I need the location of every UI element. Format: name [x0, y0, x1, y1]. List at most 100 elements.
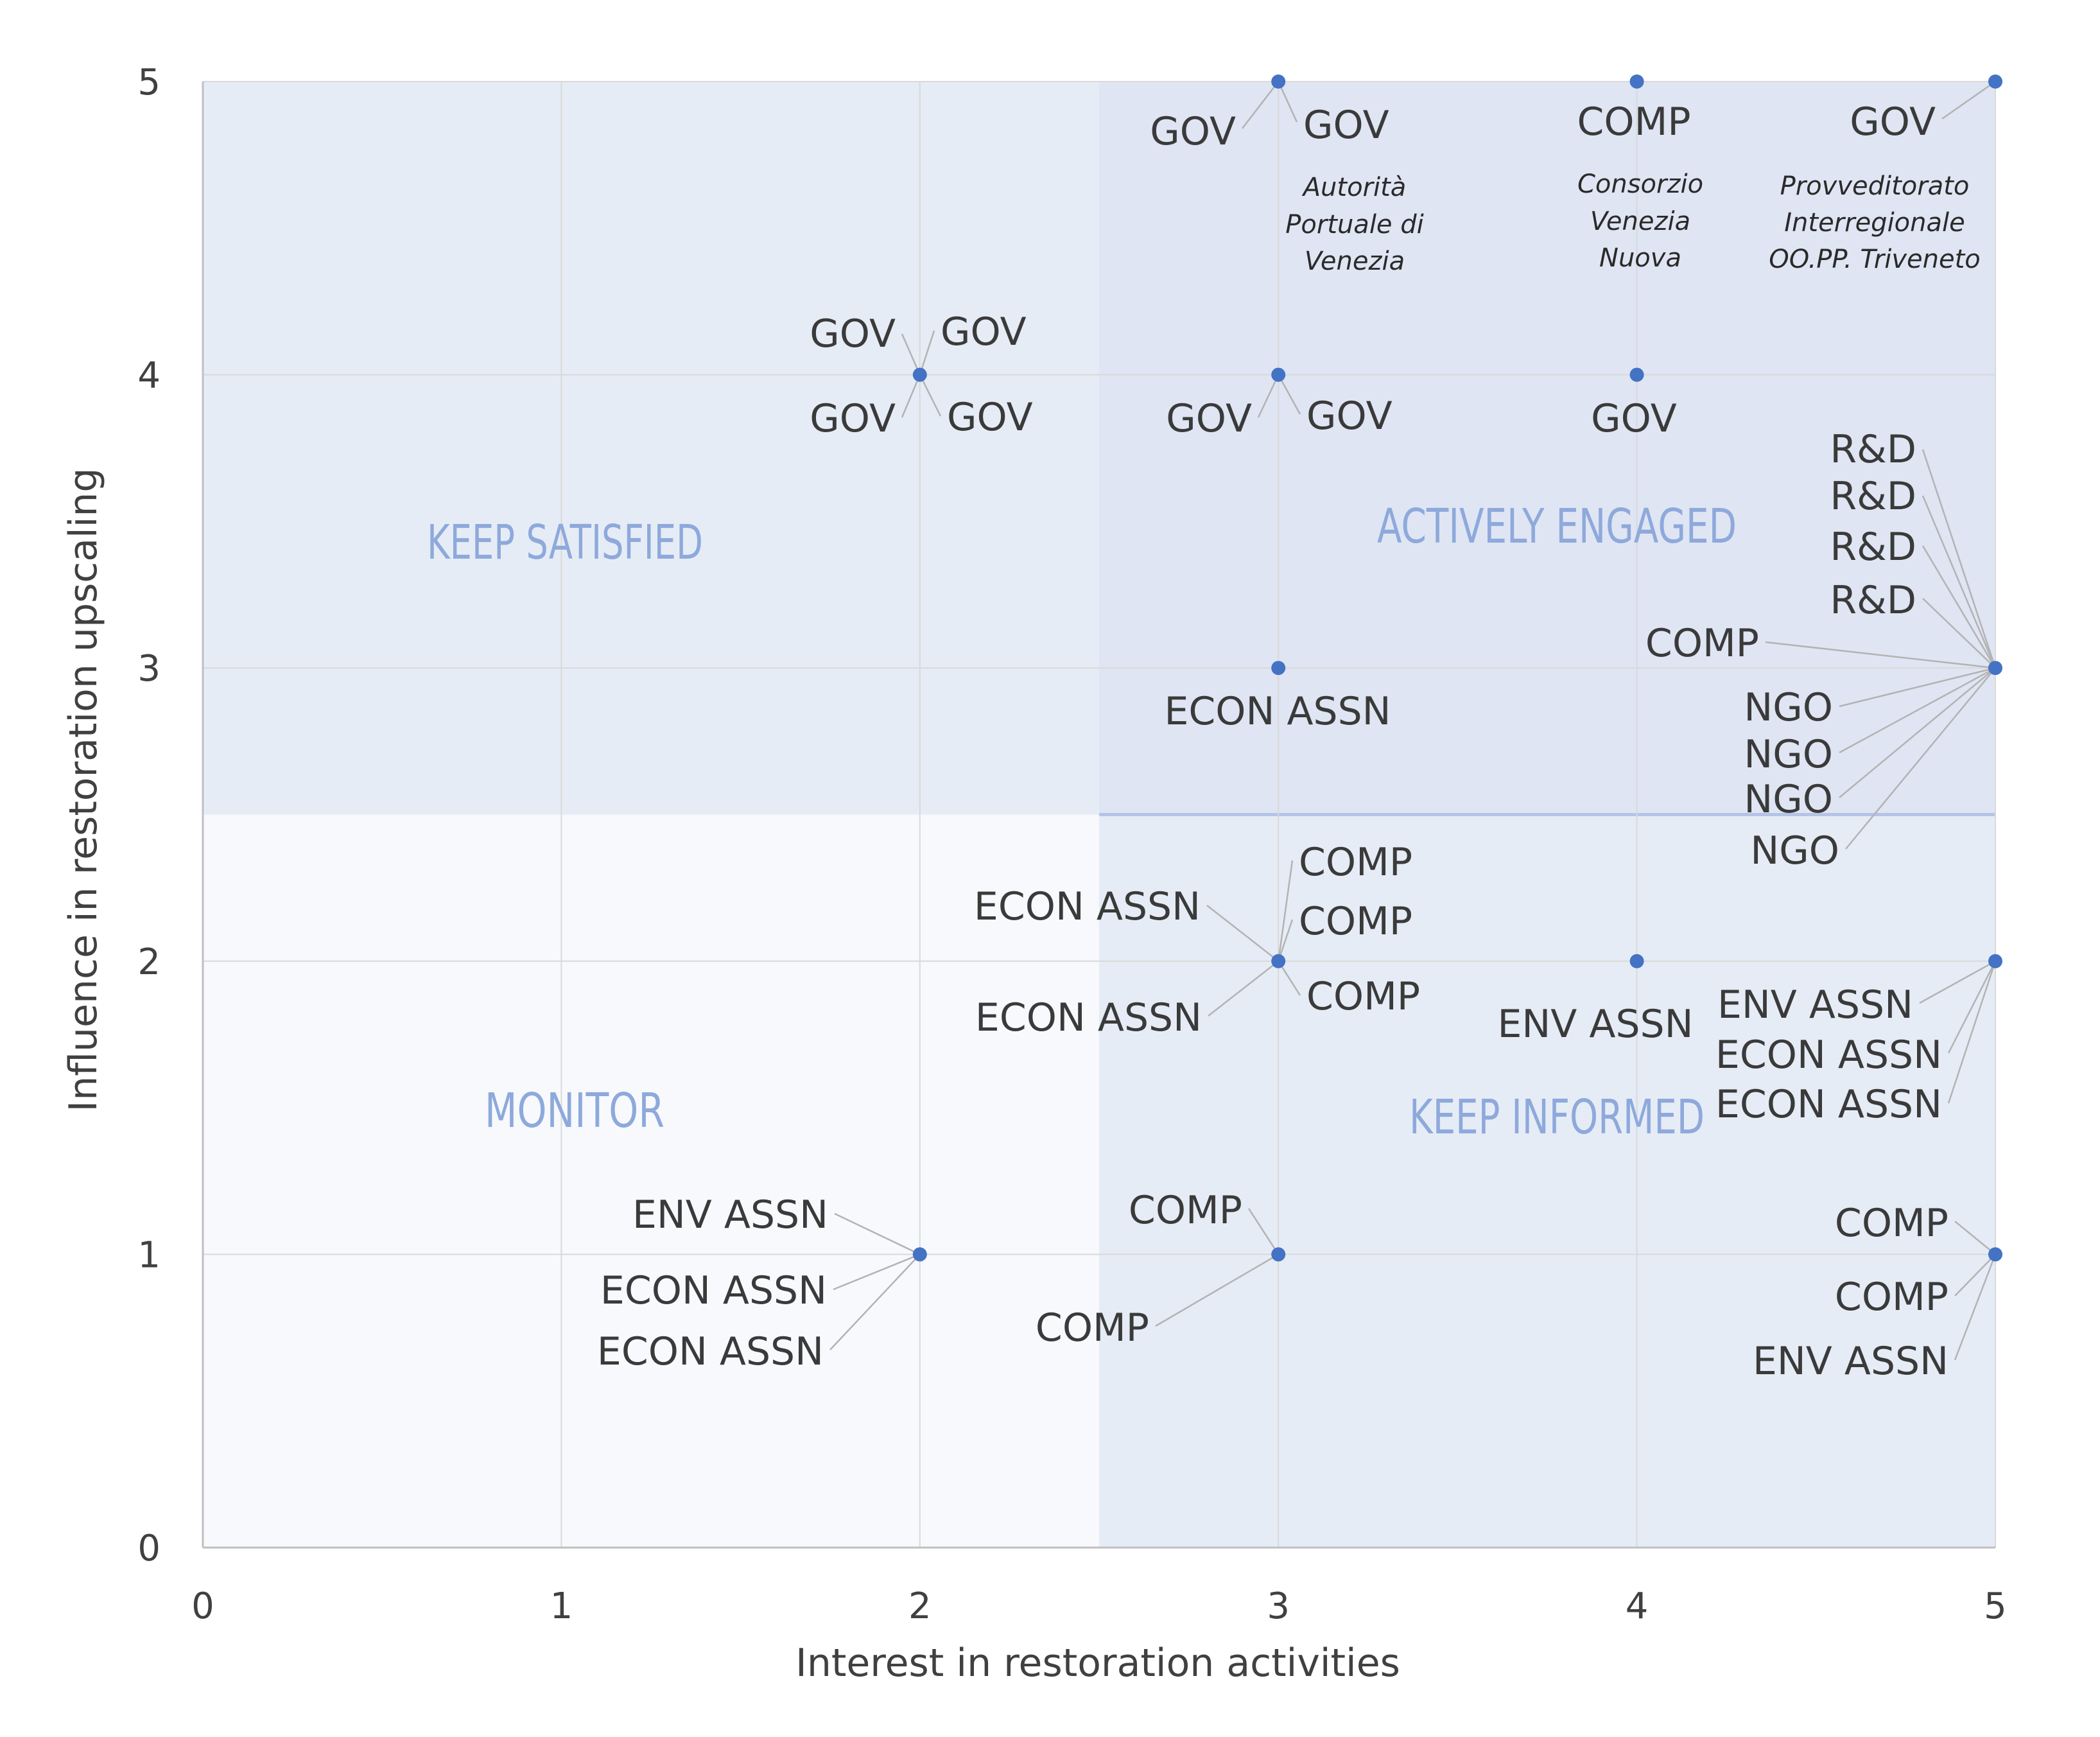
- point-label: NGO: [1750, 828, 1839, 873]
- label-leader-line: [1922, 598, 1996, 669]
- grid-layer: [203, 81, 1996, 1548]
- label-leader-line: [1206, 905, 1279, 962]
- point-label: GOV: [810, 311, 896, 356]
- label-leader-line: [1922, 495, 1997, 668]
- data-point: [1629, 74, 1644, 89]
- point-label: ECON ASSN: [597, 1329, 824, 1374]
- y-tick-label: 2: [137, 941, 161, 983]
- label-leader-line: [1208, 960, 1279, 1017]
- point-label: COMP: [1835, 1275, 1948, 1320]
- quadrant-keep-informed: [1099, 814, 1995, 1548]
- point-label: NGO: [1744, 685, 1833, 730]
- point-label: COMP: [1306, 974, 1420, 1019]
- label-leader-line: [1277, 860, 1294, 961]
- label-leader-line: [1765, 641, 1996, 669]
- label-layer: KEEP SATISFIED ACTIVELY ENGAGED MONITOR KEE…: [427, 100, 1981, 1384]
- label-leader-line: [1922, 449, 1997, 668]
- data-point: [912, 1247, 927, 1262]
- point-label: R&D: [1830, 525, 1916, 570]
- data-point: [1988, 954, 2002, 968]
- label-leader-line: [901, 333, 921, 376]
- x-tick-label: 3: [1267, 1585, 1290, 1627]
- point-label: ENV ASSN: [1717, 982, 1913, 1027]
- data-point: [1629, 954, 1644, 968]
- y-tick-label: 3: [137, 648, 161, 690]
- quadrant-layer: [203, 82, 1995, 1548]
- label-leader-line: [1257, 374, 1280, 418]
- x-axis-title: Interest in restoration activities: [795, 1641, 1400, 1686]
- data-point: [1271, 954, 1286, 968]
- point-label: COMP: [1577, 100, 1690, 144]
- label-leader-line: [1247, 1208, 1280, 1255]
- x-tick-label: 5: [1984, 1585, 2007, 1627]
- label-leader-line: [1954, 1221, 1996, 1255]
- label-leader-line: [1278, 919, 1294, 962]
- data-point: [1988, 1247, 2002, 1262]
- point-label: ENV ASSN: [632, 1192, 828, 1237]
- point-label: COMP: [1299, 899, 1412, 944]
- point-label: GOV: [1303, 103, 1389, 148]
- data-point: [912, 367, 927, 382]
- label-leader-line: [833, 1253, 921, 1291]
- data-point: [1271, 367, 1286, 382]
- quadrant-label-actively-engaged: ACTIVELY ENGAGED: [1377, 499, 1737, 554]
- x-tick-label: 1: [550, 1585, 573, 1627]
- stakeholder-annotation: Provveditorato Interregionale OO.PP. Trive…: [1769, 171, 1981, 274]
- point-label: COMP: [1036, 1305, 1149, 1350]
- point-label: GOV: [810, 396, 896, 441]
- label-leader-line: [1278, 81, 1298, 123]
- quadrant-label-monitor: MONITOR: [485, 1083, 664, 1139]
- quadrant-actively-engaged: [1099, 82, 1995, 815]
- point-label: ECON ASSN: [600, 1268, 827, 1313]
- point-label: COMP: [1835, 1201, 1948, 1246]
- label-leader-line: [1947, 961, 1997, 1104]
- data-point: [1629, 367, 1644, 382]
- label-leader-line: [901, 374, 921, 418]
- point-label: NGO: [1744, 732, 1833, 777]
- point-label: ECON ASSN: [975, 995, 1202, 1040]
- point-label: GOV: [1150, 109, 1236, 154]
- point-label: GOV: [947, 395, 1033, 440]
- label-leader-line: [1839, 667, 1996, 754]
- point-layer: [912, 74, 2002, 1262]
- point-label: COMP: [1129, 1188, 1242, 1233]
- y-tick-label: 5: [137, 62, 161, 103]
- point-label: GOV: [1306, 394, 1393, 439]
- point-label: ECON ASSN: [1164, 689, 1391, 734]
- x-tick-label: 4: [1626, 1585, 1649, 1627]
- data-point: [1271, 661, 1286, 676]
- label-leader-line: [1922, 545, 1997, 668]
- point-label: R&D: [1830, 427, 1916, 472]
- point-label: ENV ASSN: [1753, 1339, 1948, 1384]
- y-axis-title: Influence in restoration upscaling: [61, 467, 106, 1112]
- point-label: NGO: [1744, 777, 1833, 822]
- point-label: R&D: [1830, 578, 1916, 623]
- data-point: [1988, 661, 2002, 676]
- axis-layer: 0 1 2 3 4 5 0 1 2 3 4 5: [137, 62, 2006, 1627]
- point-label: ECON ASSN: [974, 884, 1201, 929]
- quadrant-label-keep-informed: KEEP INFORMED: [1409, 1090, 1705, 1145]
- point-label: GOV: [1166, 396, 1252, 441]
- point-label: COMP: [1645, 621, 1759, 666]
- label-leader-line: [1954, 1253, 1996, 1296]
- label-leader-line: [1839, 667, 1996, 708]
- point-label: COMP: [1299, 840, 1412, 885]
- label-leader-line: [1845, 667, 1996, 850]
- quadrant-keep-satisfied: [203, 82, 1099, 815]
- data-point: [1271, 1247, 1286, 1262]
- label-leader-line: [1954, 1253, 1997, 1361]
- label-leader-line: [829, 1253, 921, 1350]
- data-point: [1271, 74, 1286, 89]
- point-label: ECON ASSN: [1715, 1082, 1942, 1127]
- label-leader-line: [1278, 374, 1301, 415]
- quadrant-label-keep-satisfied: KEEP SATISFIED: [427, 515, 703, 570]
- label-leader-line: [1839, 667, 1996, 798]
- label-leader-line: [1947, 961, 1997, 1054]
- label-leader-line: [1242, 81, 1280, 129]
- label-leader-line: [1155, 1253, 1279, 1327]
- y-tick-label: 1: [137, 1234, 161, 1276]
- label-leader-line: [1941, 80, 1996, 120]
- label-leader-line: [834, 1212, 921, 1255]
- label-leader-line: [1919, 960, 1996, 1004]
